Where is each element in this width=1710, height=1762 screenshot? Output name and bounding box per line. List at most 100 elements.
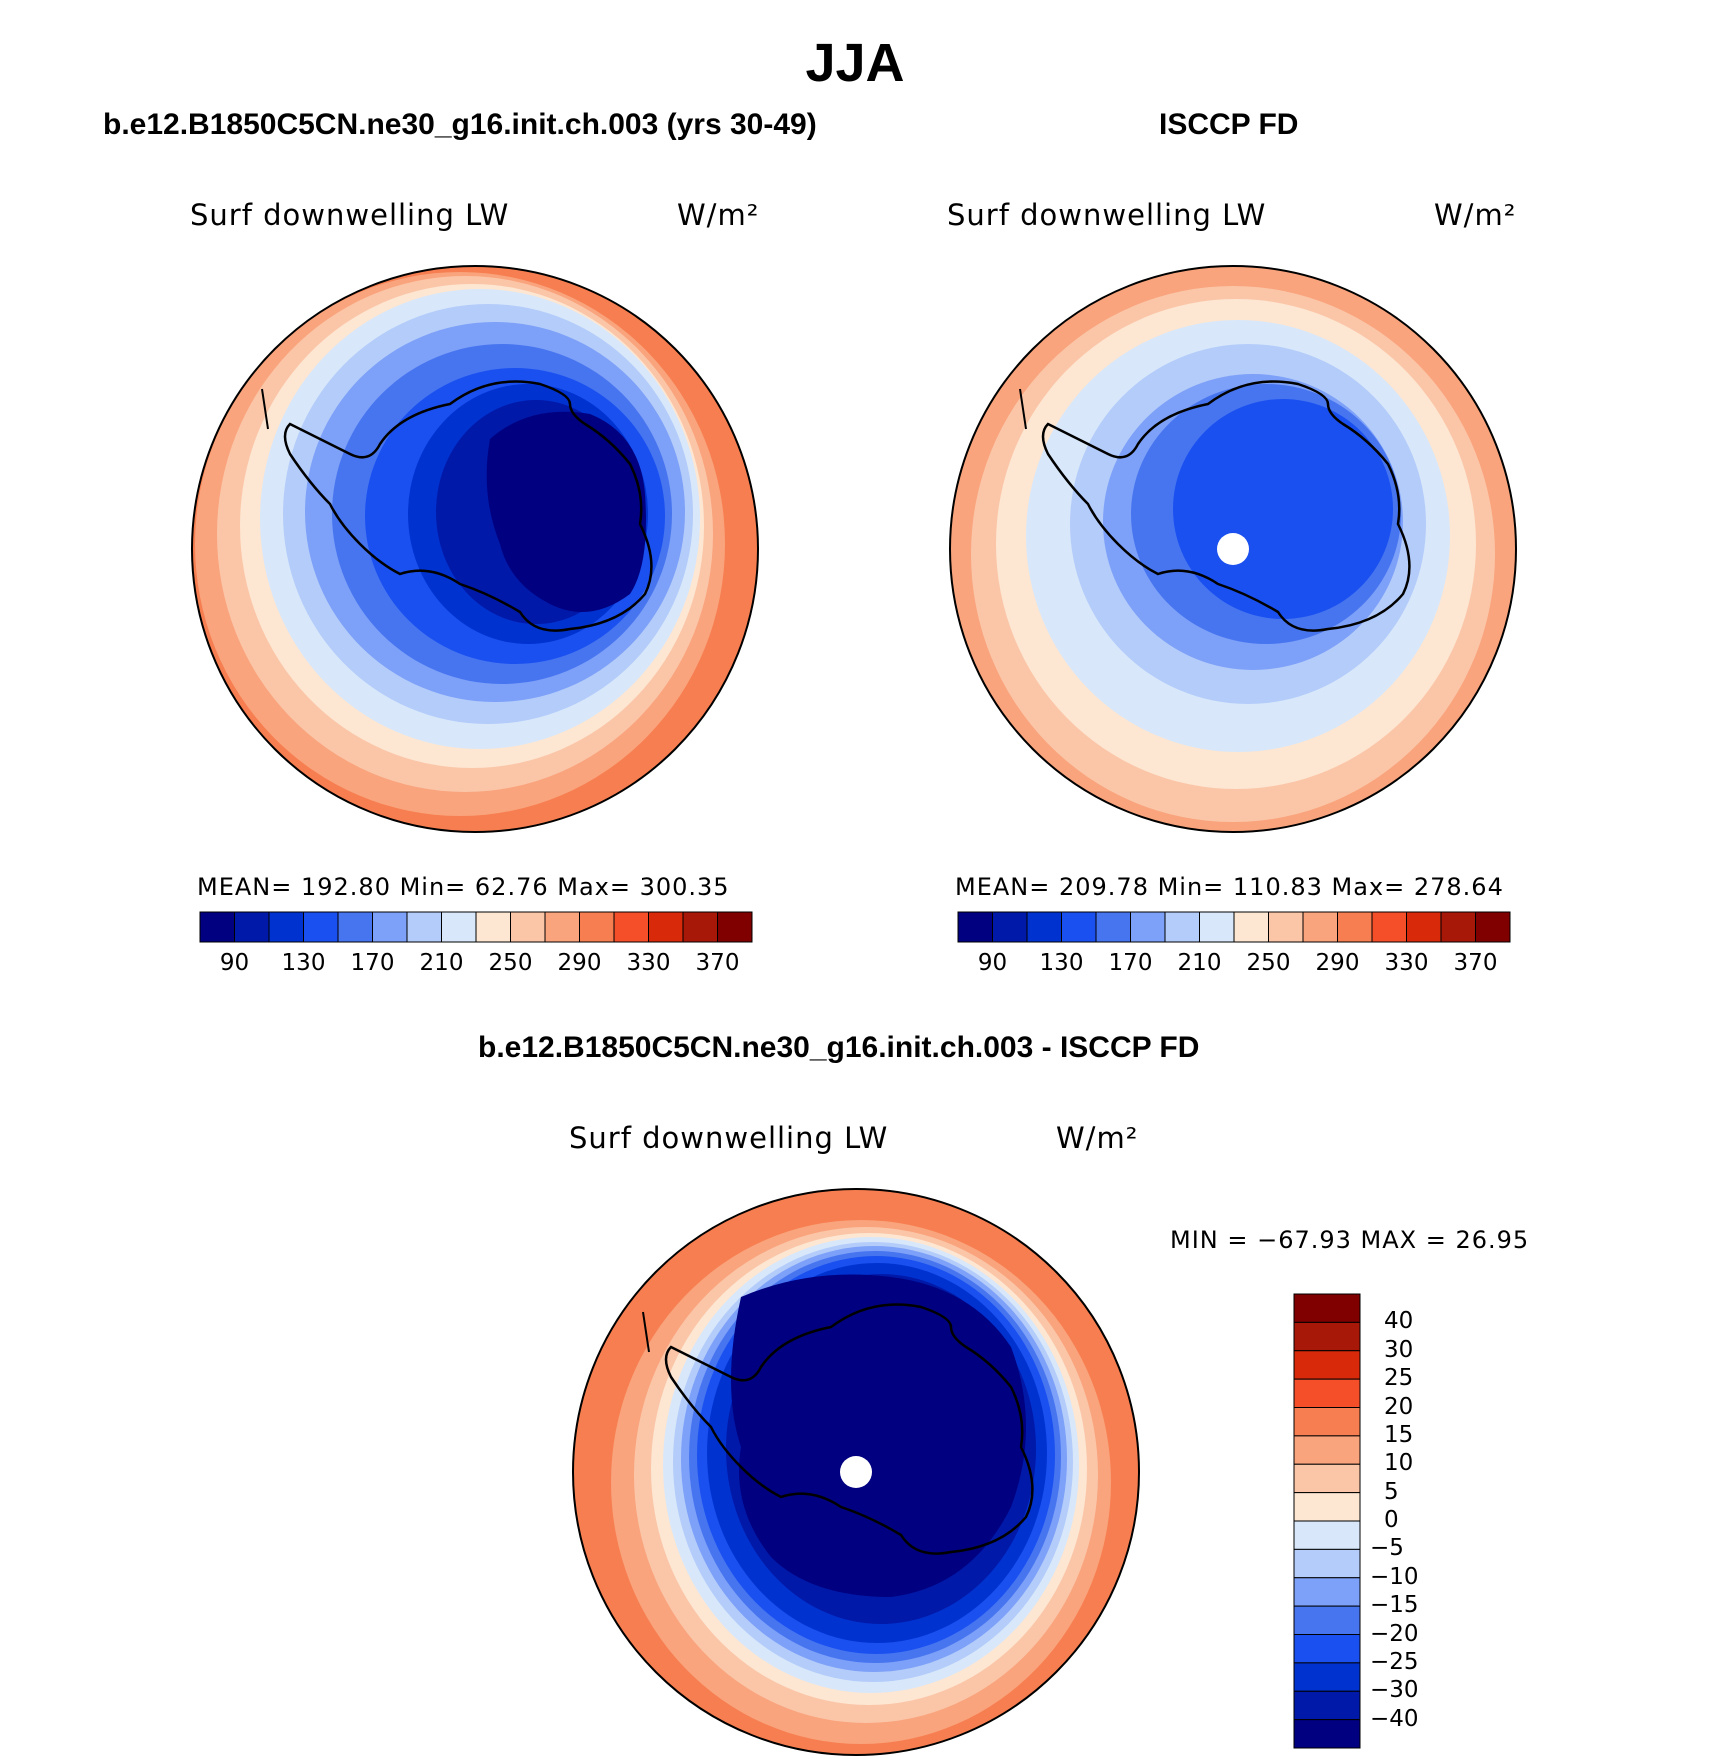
colorbar-tick-label: 15 bbox=[1384, 1421, 1414, 1448]
colorbar-swatch bbox=[1293, 1605, 1361, 1635]
model-units-label: W/m² bbox=[677, 198, 760, 232]
obs-panel-title: ISCCP FD bbox=[1159, 108, 1299, 141]
diff-variable-label: Surf downwelling LW bbox=[569, 1121, 889, 1155]
colorbar-tick-label: 30 bbox=[1384, 1336, 1414, 1363]
colorbar-tick-label: −5 bbox=[1370, 1535, 1404, 1562]
colorbar-swatch bbox=[1475, 911, 1511, 943]
diff-colorbar bbox=[1293, 1293, 1361, 1749]
colorbar-swatch bbox=[1233, 911, 1269, 943]
colorbar-tick-label: 210 bbox=[419, 950, 464, 976]
colorbar-tick-label: 370 bbox=[695, 950, 740, 976]
colorbar-tick-label: 40 bbox=[1384, 1308, 1414, 1335]
colorbar-tick-label: 130 bbox=[1039, 950, 1084, 976]
colorbar-tick-label: 210 bbox=[1177, 950, 1222, 976]
colorbar-swatch bbox=[1293, 1577, 1361, 1607]
colorbar-swatch bbox=[1293, 1378, 1361, 1408]
colorbar-tick-label: 90 bbox=[977, 950, 1008, 976]
colorbar-swatch bbox=[475, 911, 511, 943]
colorbar-tick-label: −40 bbox=[1370, 1705, 1419, 1732]
colorbar-tick-label: 250 bbox=[1246, 950, 1291, 976]
colorbar-swatch bbox=[1293, 1719, 1361, 1749]
diff-stats: MIN = −67.93 MAX = 26.95 bbox=[1170, 1226, 1530, 1254]
colorbar-swatch bbox=[199, 911, 235, 943]
colorbar-tick-label: 170 bbox=[350, 950, 395, 976]
colorbar-swatch bbox=[1337, 911, 1373, 943]
colorbar-swatch bbox=[1268, 911, 1304, 943]
colorbar-swatch bbox=[1293, 1293, 1361, 1323]
diff-colorbar-ticks: 40 30 25 20 15 10 5 0 −5 −10 −15 −20 −25 −30 −40 bbox=[1370, 1294, 1480, 1748]
obs-units-label: W/m² bbox=[1434, 198, 1517, 232]
colorbar-swatch bbox=[1302, 911, 1338, 943]
colorbar-swatch bbox=[1293, 1463, 1361, 1494]
diff-units-label: W/m² bbox=[1056, 1121, 1139, 1155]
colorbar-tick-label: 290 bbox=[557, 950, 602, 976]
model-variable-label: Surf downwelling LW bbox=[190, 198, 510, 232]
colorbar-swatch bbox=[1406, 911, 1442, 943]
colorbar-swatch bbox=[992, 911, 1028, 943]
colorbar-swatch bbox=[1199, 911, 1235, 943]
colorbar-tick-label: −30 bbox=[1370, 1677, 1419, 1704]
colorbar-swatch bbox=[337, 911, 373, 943]
colorbar-tick-label: 330 bbox=[1384, 950, 1429, 976]
colorbar-swatch bbox=[1293, 1662, 1361, 1692]
colorbar-swatch bbox=[1095, 911, 1131, 943]
colorbar-tick-label: 20 bbox=[1384, 1393, 1414, 1420]
colorbar-tick-label: −10 bbox=[1370, 1563, 1419, 1590]
colorbar-swatch bbox=[1293, 1350, 1361, 1380]
colorbar-swatch bbox=[268, 911, 304, 943]
model-polar-map bbox=[191, 265, 759, 833]
colorbar-swatch bbox=[648, 911, 684, 943]
colorbar-swatch bbox=[682, 911, 718, 943]
colorbar-swatch bbox=[1293, 1435, 1361, 1465]
colorbar-tick-label: 250 bbox=[488, 950, 533, 976]
colorbar-tick-label: −25 bbox=[1370, 1648, 1419, 1675]
colorbar-tick-label: −15 bbox=[1370, 1592, 1419, 1619]
obs-polar-map bbox=[949, 265, 1517, 833]
main-title: JJA bbox=[805, 33, 905, 93]
colorbar-swatch bbox=[1293, 1492, 1361, 1522]
colorbar-tick-label: 130 bbox=[281, 950, 326, 976]
colorbar-swatch bbox=[1293, 1407, 1361, 1437]
colorbar-swatch bbox=[1371, 911, 1407, 943]
diff-panel-title: b.e12.B1850C5CN.ne30_g16.init.ch.003 - I… bbox=[478, 1031, 1200, 1064]
model-colorbar-ticks: 90 130 170 210 250 290 330 370 bbox=[200, 950, 752, 980]
colorbar-swatch bbox=[1293, 1690, 1361, 1721]
colorbar-swatch bbox=[544, 911, 580, 943]
colorbar-swatch bbox=[957, 911, 993, 943]
colorbar-tick-label: 170 bbox=[1108, 950, 1153, 976]
colorbar-swatch bbox=[1026, 911, 1062, 943]
colorbar-tick-label: 25 bbox=[1384, 1365, 1414, 1392]
colorbar-swatch bbox=[1164, 911, 1200, 943]
colorbar-swatch bbox=[613, 911, 649, 943]
colorbar-tick-label: −20 bbox=[1370, 1620, 1419, 1647]
colorbar-tick-label: 10 bbox=[1384, 1450, 1414, 1477]
colorbar-swatch bbox=[406, 911, 442, 943]
model-stats: MEAN= 192.80 Min= 62.76 Max= 300.35 bbox=[197, 873, 730, 901]
colorbar-swatch bbox=[1293, 1634, 1361, 1664]
colorbar-swatch bbox=[303, 911, 339, 943]
colorbar-swatch bbox=[1293, 1520, 1361, 1550]
diff-polar-map bbox=[572, 1188, 1140, 1756]
colorbar-swatch bbox=[372, 911, 408, 943]
obs-colorbar bbox=[957, 911, 1511, 943]
colorbar-swatch bbox=[1130, 911, 1166, 943]
colorbar-swatch bbox=[234, 911, 270, 943]
colorbar-tick-label: 0 bbox=[1384, 1507, 1399, 1533]
colorbar-swatch bbox=[1061, 911, 1097, 943]
colorbar-tick-label: 290 bbox=[1315, 950, 1360, 976]
colorbar-swatch bbox=[579, 911, 615, 943]
colorbar-swatch bbox=[1293, 1548, 1361, 1579]
obs-colorbar-ticks: 90 130 170 210 250 290 330 370 bbox=[958, 950, 1510, 980]
colorbar-tick-label: 370 bbox=[1453, 950, 1498, 976]
colorbar-swatch bbox=[510, 911, 546, 943]
colorbar-swatch bbox=[717, 911, 753, 943]
colorbar-tick-label: 330 bbox=[626, 950, 671, 976]
obs-variable-label: Surf downwelling LW bbox=[947, 198, 1267, 232]
colorbar-swatch bbox=[1440, 911, 1476, 943]
model-panel-title: b.e12.B1850C5CN.ne30_g16.init.ch.003 (yr… bbox=[103, 108, 817, 141]
colorbar-swatch bbox=[1293, 1321, 1361, 1352]
model-colorbar bbox=[199, 911, 753, 943]
obs-stats: MEAN= 209.78 Min= 110.83 Max= 278.64 bbox=[955, 873, 1504, 901]
colorbar-tick-label: 90 bbox=[219, 950, 250, 976]
colorbar-tick-label: 5 bbox=[1384, 1478, 1399, 1505]
